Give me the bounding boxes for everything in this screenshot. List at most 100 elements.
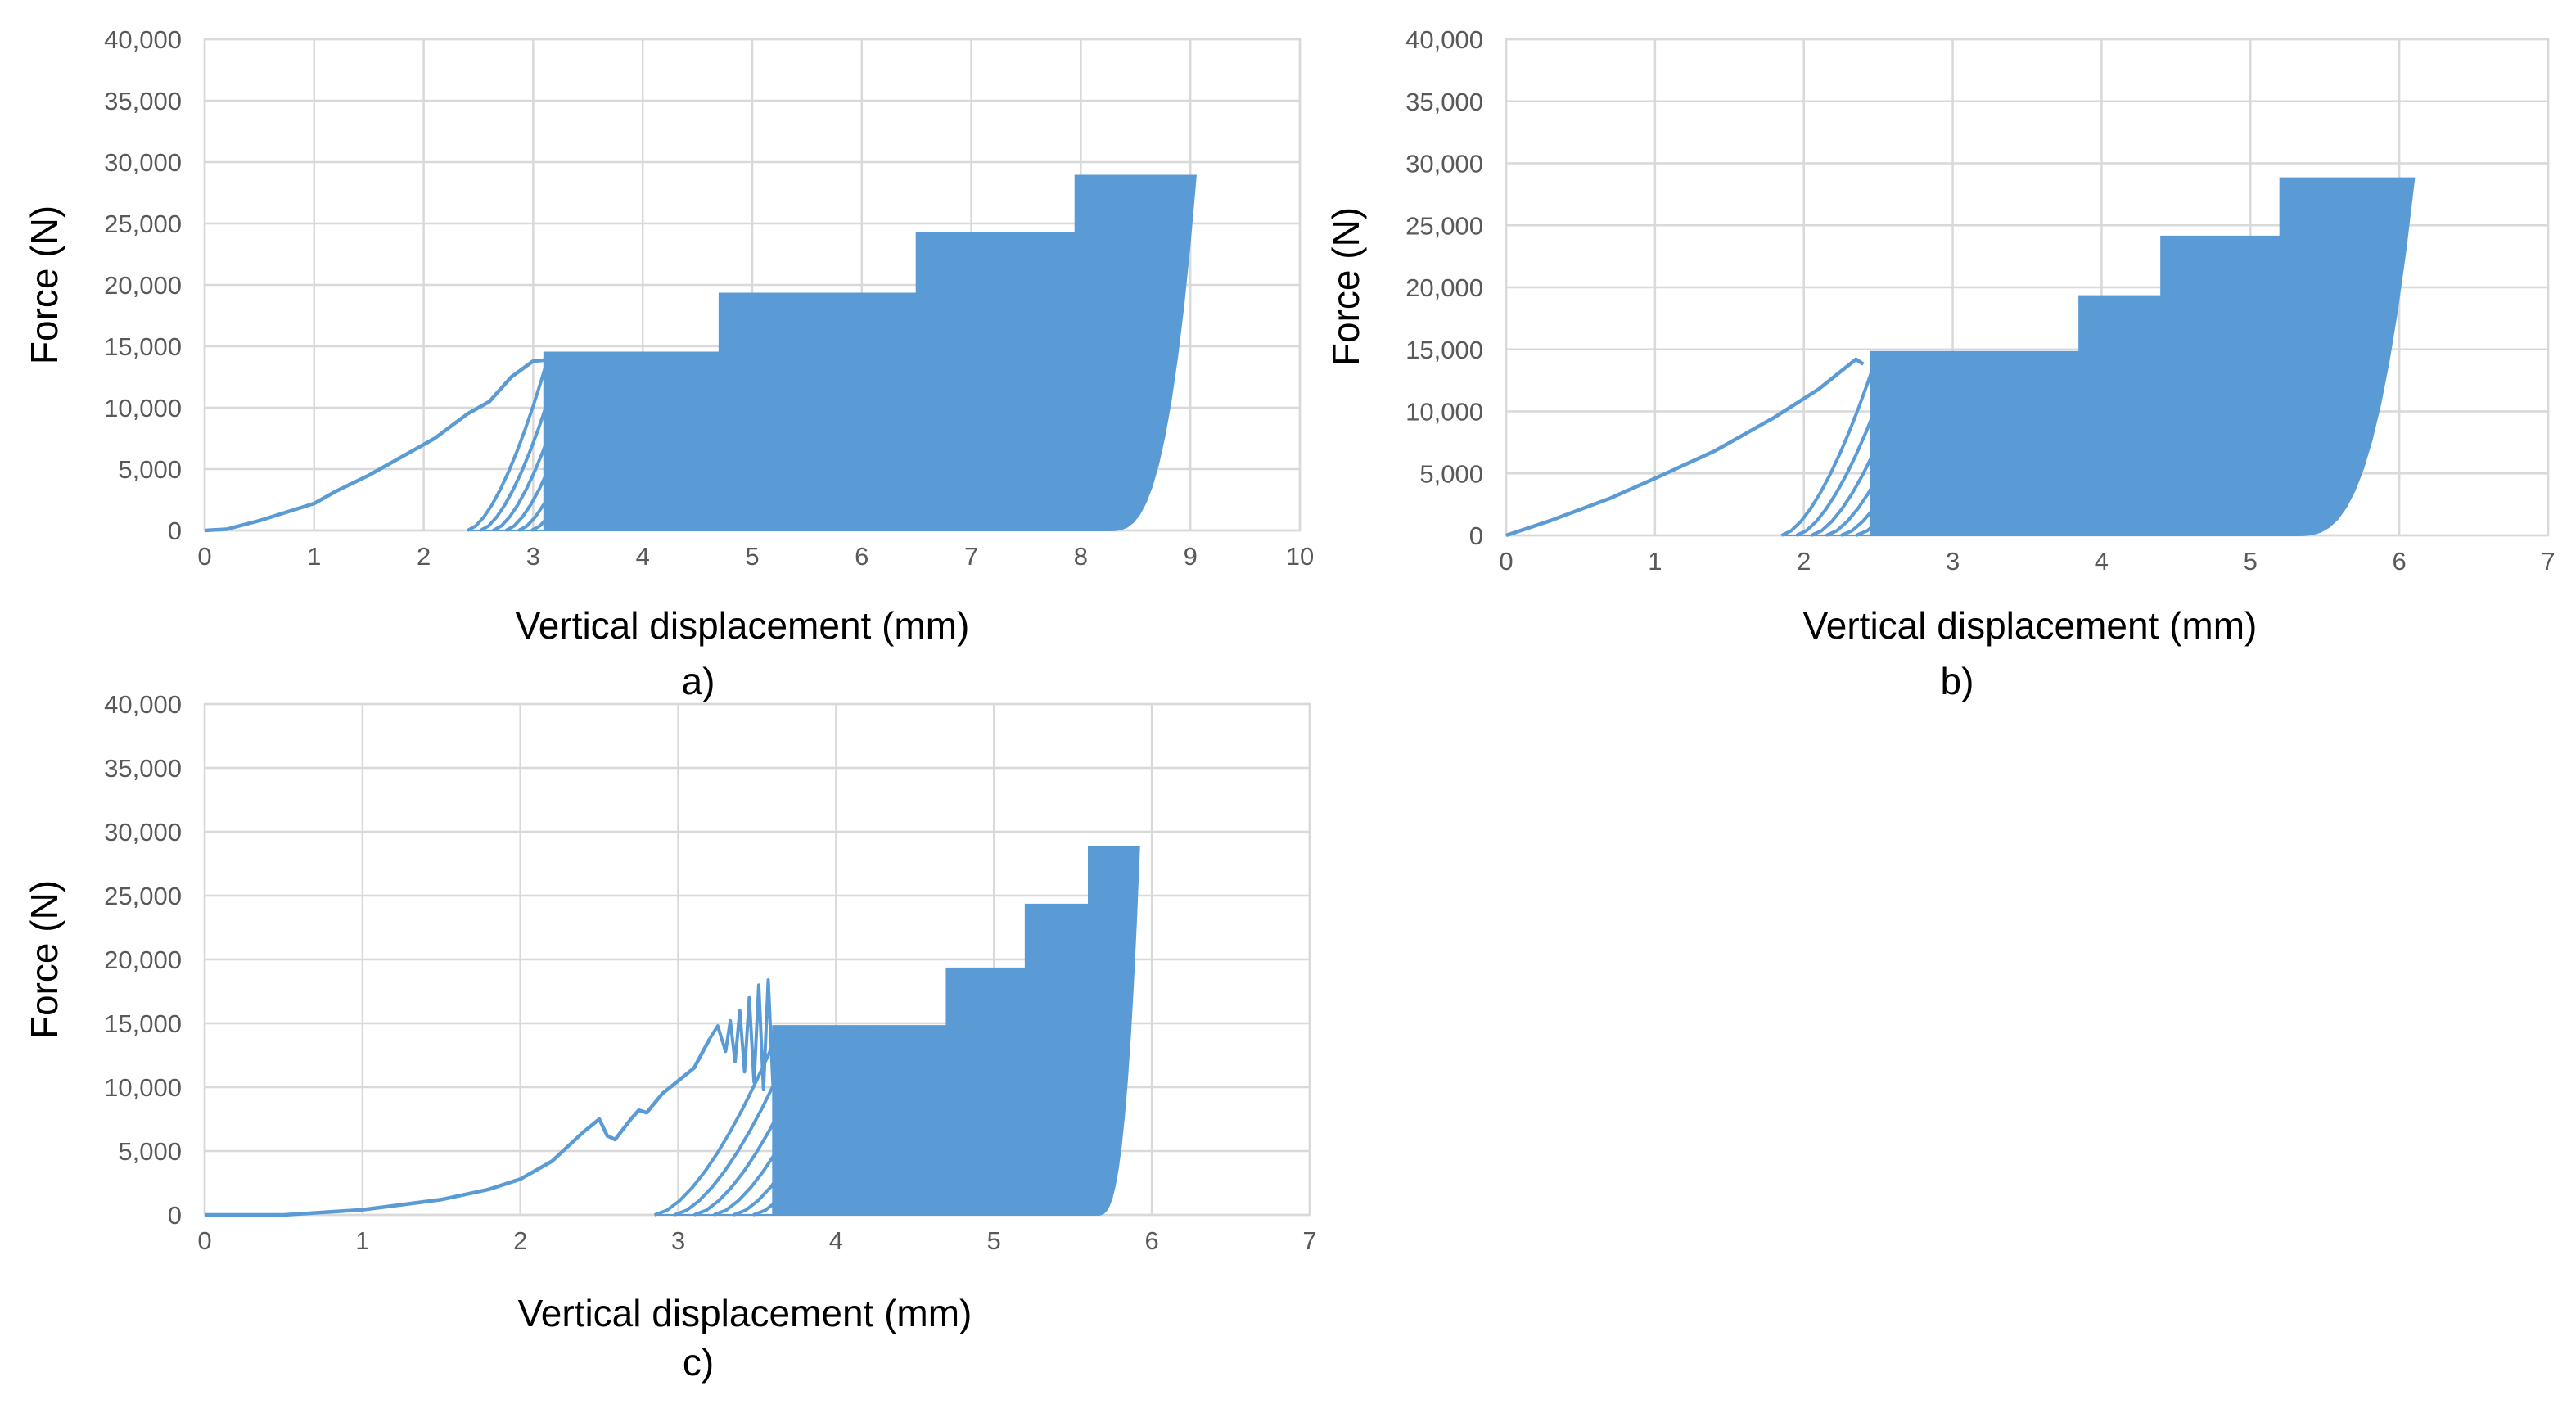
x-tick-label: 0: [197, 542, 211, 571]
data-layer-b: [1505, 177, 2416, 538]
panel-label-c: c): [683, 1341, 714, 1384]
reloading-branch-line: [1825, 351, 1933, 537]
y-tick-label: 40,000: [104, 25, 182, 54]
y-axis-title-a: Force (N): [23, 205, 65, 364]
reloading-branch-line: [713, 1025, 840, 1217]
reloading-branch-line: [492, 351, 578, 532]
y-tick-label: 35,000: [104, 754, 182, 783]
x-tick-label: 5: [745, 542, 759, 571]
cyclic-loading-region: [1781, 177, 2416, 536]
chart-panel-c: 0 5,000 10,000 15,000 20,000 25,000 30,000 35,0…: [23, 690, 1317, 1384]
y-tick-label: 5,000: [1419, 459, 1483, 488]
x-axis-title-b: Vertical displacement (mm): [1803, 604, 2258, 647]
y-tick-label: 15,000: [1405, 336, 1483, 364]
y-tick-label: 0: [168, 517, 182, 545]
x-tick-label: 2: [417, 542, 431, 571]
initial-loading-line: [1505, 357, 1865, 538]
x-tick-label: 4: [2095, 547, 2109, 576]
y-tick-label: 30,000: [1405, 150, 1483, 178]
y-tick-label: 30,000: [104, 818, 182, 846]
x-tick-label: 1: [307, 542, 321, 571]
reloading-branch-line: [479, 351, 565, 532]
x-tick-label: 7: [964, 542, 978, 571]
x-tick-label: 0: [1499, 547, 1513, 576]
initial-loading-line: [204, 356, 566, 533]
x-tick-label: 6: [2393, 547, 2407, 576]
y-tick-label: 25,000: [104, 882, 182, 910]
x-axis-title-a: Vertical displacement (mm): [516, 604, 970, 647]
y-tick-label: 0: [168, 1201, 182, 1230]
cyclic-loading-region: [467, 174, 1197, 531]
x-tick-label: 10: [1286, 542, 1314, 571]
x-tick-label: 1: [1648, 547, 1662, 576]
x-axis-title-c: Vertical displacement (mm): [518, 1292, 972, 1334]
y-tick-label: 35,000: [1405, 88, 1483, 116]
reloading-branch-line: [517, 351, 604, 532]
reloading-branch-line: [467, 351, 552, 532]
reloading-branch-line: [1780, 351, 1880, 537]
y-tick-label: 20,000: [104, 946, 182, 974]
y-tick-label: 25,000: [104, 210, 182, 238]
x-tick-label: 5: [2244, 547, 2258, 576]
x-tick-label: 3: [1946, 547, 1960, 576]
x-tick-label: 4: [636, 542, 650, 571]
x-tick-label: 6: [1145, 1226, 1159, 1255]
panel-label-b: b): [1941, 660, 1974, 702]
y-axis-title-b: Force (N): [1324, 207, 1367, 366]
y-tick-label: 20,000: [1405, 273, 1483, 302]
reloading-branch-line: [693, 1025, 821, 1217]
y-tick-label: 15,000: [104, 1009, 182, 1038]
grid-c: [203, 702, 1311, 1217]
y-tick-label: 0: [1469, 521, 1483, 550]
chart-panel-a: 0 5,000 10,000 15,000 20,000 25,000 30,000 35,0…: [23, 25, 1314, 702]
x-tick-label: 5: [987, 1226, 1001, 1255]
reloading-branch-line: [505, 351, 591, 532]
y-tick-label: 35,000: [104, 87, 182, 115]
x-tick-label: 4: [829, 1226, 843, 1255]
reloading-branch-line: [1795, 351, 1898, 537]
x-tick-label: 7: [1302, 1226, 1316, 1255]
data-layer-a: [204, 174, 1197, 533]
reloading-branch-line: [752, 1025, 877, 1217]
x-tick-labels-c: 0 1 2 3 4 5 6 7: [197, 1226, 1316, 1255]
chart-panel-b: 0 5,000 10,000 15,000 20,000 25,000 30,000 35,0…: [1324, 25, 2556, 702]
y-tick-labels-c: 0 5,000 10,000 15,000 20,000 25,000 30,000 35,0…: [104, 690, 182, 1230]
y-tick-label: 40,000: [104, 690, 182, 719]
y-tick-label: 30,000: [104, 148, 182, 177]
x-tick-label: 7: [2541, 547, 2555, 576]
reloading-branch-line: [1810, 351, 1916, 537]
y-tick-label: 10,000: [104, 1073, 182, 1102]
reloading-branch-line: [733, 1025, 859, 1217]
x-tick-label: 1: [355, 1226, 369, 1255]
initial-loading-line: [205, 1037, 712, 1217]
reloading-branch-line: [653, 1025, 783, 1217]
x-tick-label: 2: [513, 1226, 527, 1255]
x-tick-label: 6: [855, 542, 868, 571]
y-tick-label: 10,000: [1405, 398, 1483, 427]
x-tick-label: 9: [1184, 542, 1198, 571]
y-tick-labels-a: 0 5,000 10,000 15,000 20,000 25,000 30,000 35,0…: [104, 25, 182, 545]
reloading-branch-line: [530, 351, 617, 532]
oscillation-line: [708, 977, 778, 1092]
x-tick-label: 3: [671, 1226, 685, 1255]
y-tick-label: 5,000: [118, 1137, 182, 1166]
y-tick-label: 25,000: [1405, 211, 1483, 240]
reloading-branch-line: [1840, 351, 1951, 537]
y-tick-label: 20,000: [104, 271, 182, 300]
x-tick-label: 8: [1074, 542, 1088, 571]
x-tick-label: 2: [1797, 547, 1811, 576]
x-tick-label: 3: [526, 542, 540, 571]
reloading-branch-line: [674, 1025, 801, 1217]
y-axis-title-c: Force (N): [23, 880, 65, 1039]
x-tick-labels-b: 0 1 2 3 4 5 6 7: [1499, 547, 2555, 576]
y-tick-label: 40,000: [1405, 25, 1483, 54]
y-tick-label: 5,000: [118, 455, 182, 484]
panel-label-a: a): [682, 660, 715, 702]
y-tick-label: 10,000: [104, 394, 182, 422]
cyclic-loading-region: [654, 846, 1140, 1216]
y-tick-label: 15,000: [104, 332, 182, 361]
data-layer-c: [205, 846, 1140, 1217]
x-tick-labels-a: 0 1 2 3 4 5 6 7 8 9 10: [197, 542, 1314, 571]
x-tick-label: 0: [197, 1226, 211, 1255]
